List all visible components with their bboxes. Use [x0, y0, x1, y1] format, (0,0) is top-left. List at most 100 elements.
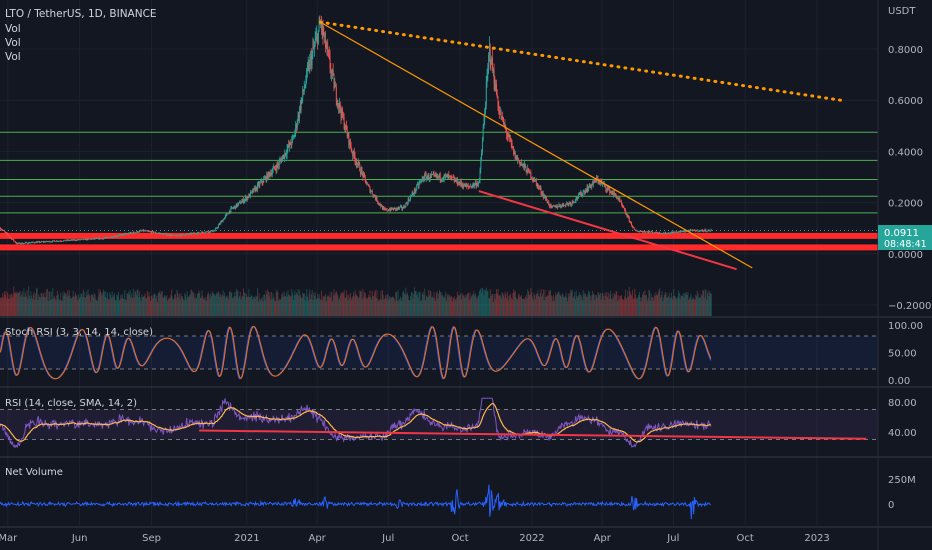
candle-body [138, 232, 140, 233]
volume-bar [107, 292, 109, 316]
candle-body [136, 231, 138, 233]
volume-bar [489, 288, 491, 316]
volume-bar [681, 295, 683, 316]
volume-bar [207, 294, 209, 316]
volume-bar [278, 298, 280, 316]
candle-body [620, 201, 622, 202]
volume-bar [504, 291, 506, 316]
volume-bar [291, 289, 293, 316]
candle-body [32, 241, 34, 243]
candle-body [650, 231, 652, 233]
candle-body [192, 232, 194, 234]
volume-bar [179, 299, 181, 316]
volume-bar [678, 292, 680, 316]
rsi-sma-line[interactable] [0, 402, 711, 443]
volume-bar [85, 296, 87, 316]
net-volume-pane[interactable] [0, 484, 711, 520]
candle-body [535, 180, 537, 183]
candle-body [538, 184, 540, 188]
volume-bar [327, 295, 329, 316]
volume-bar [445, 292, 447, 316]
volume-bar [341, 293, 343, 316]
candle-body [529, 172, 531, 173]
volume-bar [218, 296, 220, 316]
volume-bar [483, 295, 485, 316]
volume-bar [695, 294, 697, 316]
red-support-zone[interactable] [0, 232, 878, 239]
volume-bar [666, 296, 668, 316]
rsi-pane[interactable] [0, 397, 878, 449]
candle-body [202, 231, 204, 233]
volume-bar [110, 297, 112, 316]
volume-bar [657, 292, 659, 316]
volume-bar [235, 296, 237, 316]
volume-bar [412, 299, 414, 316]
volume-bar [453, 296, 455, 316]
candle-body [355, 161, 357, 163]
stoch-d-line[interactable] [0, 325, 712, 380]
volume-bar [360, 290, 362, 316]
candle-body [307, 64, 309, 68]
volume-bar [86, 295, 88, 316]
volume-bar [314, 295, 316, 316]
rsi-trendline[interactable] [199, 429, 867, 440]
candle-body [293, 136, 295, 138]
candle-body [581, 194, 583, 196]
volume-bar [104, 296, 106, 316]
candle-body [535, 179, 536, 181]
volume-bar [385, 295, 387, 316]
volume-bar [452, 301, 454, 316]
volume-bar [706, 299, 708, 316]
red-support-zone[interactable] [0, 244, 878, 251]
volume-bar [356, 296, 358, 316]
stoch-y-tick: 0.00 [888, 376, 910, 387]
rsi-line[interactable] [0, 397, 712, 449]
candle-body [640, 231, 642, 232]
candle-body [656, 231, 658, 233]
candle-body [260, 180, 262, 183]
volume-bar [128, 291, 130, 316]
stoch-k-line[interactable] [0, 325, 712, 380]
pink-trendline[interactable] [478, 190, 737, 271]
volume-bar [588, 290, 590, 316]
candle-body [531, 177, 533, 179]
y-tick-label: −0.2000 [888, 301, 931, 312]
stoch-rsi-pane[interactable] [0, 325, 878, 380]
volume-bar [43, 296, 45, 316]
volume-bar [369, 290, 371, 316]
price-pane[interactable] [0, 15, 878, 316]
candle-body [553, 205, 555, 207]
candle-body [325, 46, 327, 48]
volume-bar [538, 295, 540, 316]
volume-bar [542, 289, 544, 316]
volume-bar [557, 292, 559, 316]
volume-bar [450, 295, 452, 316]
candle-body [659, 232, 661, 234]
candle-body [519, 161, 521, 165]
volume-bar [226, 297, 228, 316]
volume-bar [154, 294, 156, 316]
volume-bar [127, 293, 129, 316]
volume-bar [174, 294, 176, 316]
volume-bar [320, 300, 322, 316]
volume-bar [289, 296, 291, 316]
volume-bar [157, 293, 159, 316]
candle-body [653, 232, 655, 234]
volume-bar [254, 298, 256, 316]
volume-bar [465, 297, 467, 316]
volume-bar [584, 292, 586, 316]
candle-body [269, 173, 271, 176]
volume-bar [401, 297, 403, 316]
volume-bar [500, 298, 502, 316]
volume-bar [52, 288, 54, 316]
net-volume-line[interactable] [0, 484, 711, 520]
orange-trendline[interactable] [319, 21, 753, 269]
volume-bar [257, 301, 259, 316]
candle-body [188, 234, 190, 235]
candle-body [615, 193, 617, 197]
volume-bar [581, 300, 583, 316]
volume-bar [243, 292, 245, 316]
candle-body [431, 174, 433, 176]
volume-bar [120, 294, 122, 316]
